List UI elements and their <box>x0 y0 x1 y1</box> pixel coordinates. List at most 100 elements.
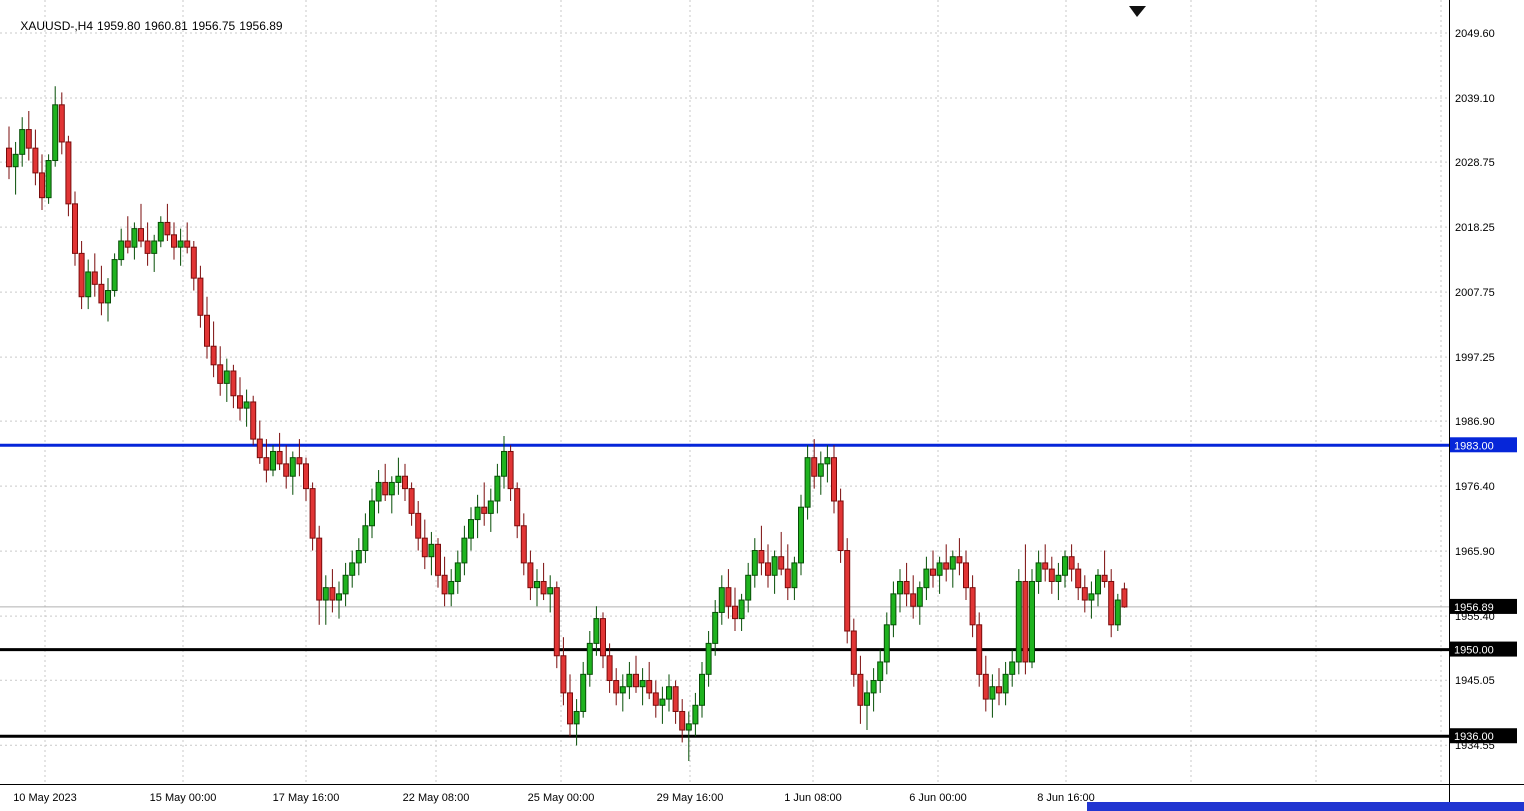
candle[interactable] <box>369 488 375 539</box>
candle[interactable] <box>177 228 184 266</box>
candle[interactable] <box>454 550 461 594</box>
candle[interactable] <box>263 439 270 483</box>
candle[interactable] <box>897 569 903 613</box>
candle[interactable] <box>969 575 976 638</box>
candle[interactable] <box>1022 544 1029 675</box>
candle[interactable] <box>646 661 653 700</box>
candle[interactable] <box>877 649 884 693</box>
candle[interactable] <box>250 395 257 446</box>
candle[interactable] <box>751 538 758 588</box>
candle[interactable] <box>52 86 59 167</box>
candle[interactable] <box>39 154 45 211</box>
candle[interactable] <box>1088 581 1095 619</box>
candle[interactable] <box>784 544 791 601</box>
candle[interactable] <box>487 488 494 532</box>
candle[interactable] <box>204 296 210 359</box>
candle[interactable] <box>989 674 996 718</box>
candle[interactable] <box>613 668 620 706</box>
candle[interactable] <box>1029 569 1035 669</box>
candle[interactable] <box>791 556 798 601</box>
candle[interactable] <box>831 445 837 514</box>
candle[interactable] <box>679 699 686 743</box>
candle[interactable] <box>817 451 824 495</box>
candle[interactable] <box>619 674 626 712</box>
candle[interactable] <box>652 680 659 718</box>
candle[interactable] <box>402 463 408 501</box>
candle[interactable] <box>982 655 989 712</box>
candle[interactable] <box>441 556 448 607</box>
candle[interactable] <box>963 550 969 601</box>
candle[interactable] <box>956 538 963 576</box>
candle[interactable] <box>210 321 217 378</box>
candle[interactable] <box>58 92 65 155</box>
candle[interactable] <box>864 680 870 731</box>
candle[interactable] <box>171 222 177 260</box>
candle[interactable] <box>573 699 580 746</box>
candle[interactable] <box>131 222 138 260</box>
candle[interactable] <box>223 358 230 402</box>
candle[interactable] <box>1042 544 1049 582</box>
candle[interactable] <box>19 117 26 167</box>
candle[interactable] <box>1009 649 1016 687</box>
candle[interactable] <box>633 655 639 693</box>
candle[interactable] <box>606 643 613 693</box>
candle[interactable] <box>771 550 778 594</box>
candle[interactable] <box>283 445 290 489</box>
candle[interactable] <box>540 562 547 601</box>
candle[interactable] <box>388 476 395 514</box>
candle[interactable] <box>184 222 191 254</box>
candle[interactable] <box>336 581 342 619</box>
candle[interactable] <box>883 612 890 675</box>
candle[interactable] <box>91 253 98 297</box>
candle[interactable] <box>514 482 521 539</box>
candle[interactable] <box>534 569 540 607</box>
candle[interactable] <box>421 519 428 570</box>
candle[interactable] <box>1062 550 1068 588</box>
candle[interactable] <box>758 525 765 576</box>
candle[interactable] <box>712 600 719 656</box>
candle[interactable] <box>111 253 118 297</box>
candle[interactable] <box>468 507 474 551</box>
candle[interactable] <box>1114 593 1121 631</box>
candle[interactable] <box>705 631 712 687</box>
candle[interactable] <box>507 445 514 501</box>
candle[interactable] <box>765 544 771 588</box>
candle[interactable] <box>1121 582 1128 608</box>
candle[interactable] <box>85 259 92 310</box>
candle[interactable] <box>580 661 587 718</box>
candle[interactable] <box>732 587 738 631</box>
candle[interactable] <box>745 562 752 613</box>
candle[interactable] <box>996 668 1002 706</box>
candle[interactable] <box>164 203 171 241</box>
candle[interactable] <box>329 569 336 613</box>
candle[interactable] <box>593 606 600 656</box>
candle[interactable] <box>124 216 131 254</box>
price-axis[interactable] <box>1450 0 1524 811</box>
candle[interactable] <box>342 562 349 607</box>
candle[interactable] <box>98 265 105 316</box>
candle[interactable] <box>237 377 243 421</box>
candle[interactable] <box>685 711 692 761</box>
candle[interactable] <box>217 346 224 396</box>
candle[interactable] <box>144 222 151 266</box>
candle[interactable] <box>276 432 283 471</box>
candle[interactable] <box>600 612 606 669</box>
candle[interactable] <box>6 126 12 180</box>
candle[interactable] <box>190 241 197 291</box>
candle[interactable] <box>138 203 144 248</box>
candle[interactable] <box>923 556 930 601</box>
candle[interactable] <box>78 241 85 310</box>
candle[interactable] <box>12 141 19 195</box>
candle[interactable] <box>949 550 956 588</box>
candle[interactable] <box>243 389 250 427</box>
candle[interactable] <box>296 439 303 477</box>
candle[interactable] <box>916 581 923 625</box>
candle[interactable] <box>857 655 864 724</box>
candle[interactable] <box>692 692 699 737</box>
candle[interactable] <box>1015 569 1022 675</box>
candle[interactable] <box>309 482 316 551</box>
candle[interactable] <box>72 191 78 266</box>
candle[interactable] <box>725 569 732 619</box>
candle[interactable] <box>943 544 950 582</box>
